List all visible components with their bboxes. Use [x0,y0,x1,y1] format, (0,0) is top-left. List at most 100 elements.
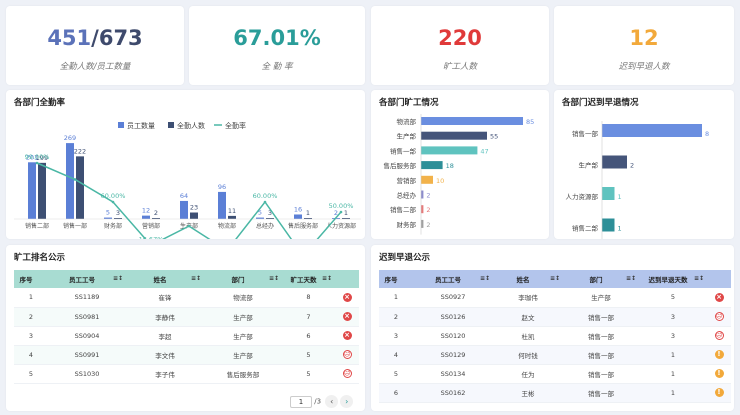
table-row[interactable]: 3 SS0904 李超 生产部 6 × [14,326,359,346]
col-header-name[interactable]: 姓名 ≡↕ [126,270,204,288]
table-cell: 销售一部 [563,383,639,403]
data-label-employees: 96 [218,183,226,191]
table-row[interactable]: 4 SS0991 李文伟 生产部 5 ☹ [14,345,359,365]
table-row[interactable]: 2 SS0126 赵文 销售一部 3 ☹ [379,307,731,327]
status-cell: ☹ [707,326,731,346]
table-cell: 1 [379,288,413,308]
sad-face-icon: ☹ [714,331,724,340]
table-row[interactable]: 2 SS0981 李静伟 生产部 7 × [14,307,359,327]
table-row[interactable]: 1 SS1189 崔锋 物流部 8 × [14,288,359,308]
data-label-employees: 64 [180,192,188,200]
table-row[interactable]: 5 SS0134 任为 销售一部 1! [379,364,731,384]
col-header-name[interactable]: 姓名 ≡↕ [493,270,563,288]
table-cell: 生产部 [204,307,282,327]
kpi-card-rate: 67.01% 全 勤 率 [189,6,365,85]
col-header-dept[interactable]: 部门 ≡↕ [563,270,639,288]
data-label-attendance: 23 [190,204,198,212]
col-header-days[interactable]: 旷工天数 ≡↕ [282,270,335,288]
page-input[interactable]: 1 [290,395,312,408]
data-label-employees: 16 [294,205,302,213]
bar-attendance [152,218,160,219]
absent-table-panel: 旷工排名公示 序号 员工工号 ≡↕ 姓名 ≡↕ 部门 ≡↕ 旷工天数 ≡↕ 1 SS118… [6,245,365,411]
col-header-label: 部门 [231,276,245,284]
kpi-label: 旷工人数 [442,62,477,72]
x-tick-label: 人力资源部 [326,222,356,230]
table-cell: 何时钱 [493,345,563,365]
table-row[interactable]: 1 SS0927 李珈伟 生产部 5 × [379,288,731,308]
col-header-label: 员工工号 [435,276,461,284]
prev-page-button[interactable]: ‹ [325,395,339,408]
y-tick-label: 生产部 [579,161,599,170]
status-cell: ! [707,364,731,384]
col-header-label: 序号 [19,276,33,284]
rate-label: 60.00% [253,192,278,200]
col-header-label: 旷工天数 [290,276,317,284]
bar-attendance [304,218,312,219]
sort-icon[interactable]: ≡↕ [625,275,636,282]
sort-icon[interactable]: ≡↕ [268,275,279,282]
dept-attendance-title: 各部门全勤率 [14,98,66,108]
data-label: 47 [480,147,488,155]
sad-face-icon: ☹ [342,369,352,378]
x-tick-label: 销售一部 [63,222,87,230]
data-label: 8 [705,130,709,138]
sort-icon[interactable]: ≡↕ [693,275,704,282]
table-row[interactable]: 3 SS0120 杜凯 销售一部 3 ☹ [379,326,731,346]
table-cell: SS1189 [48,288,126,308]
data-label-employees: 5 [106,209,110,217]
col-header-index[interactable]: 序号 [379,270,413,288]
sort-icon[interactable]: ≡↕ [479,275,490,282]
col-header-id[interactable]: 员工工号 ≡↕ [413,270,493,288]
error-icon: × [342,331,352,340]
table-cell: 任为 [493,364,563,384]
bar-employees [218,191,226,219]
col-header-days[interactable]: 迟到早退天数 ≡↕ [639,270,707,288]
status-cell: ☹ [707,307,731,327]
late-dept-panel: 各部门迟到早退情况 销售一部 8 生产部 2 人力资源部 1 销售二部 1 [554,90,734,239]
kpi-value: 451/673 [6,26,184,50]
data-label-employees: 269 [64,134,76,142]
sort-icon[interactable]: ≡↕ [190,275,201,282]
table-row[interactable]: 5 SS1030 李子伟 售后服务部 5 ☹ [14,364,359,384]
kpi-employee-count: /673 [91,26,143,50]
table-cell: 李珈伟 [493,288,563,308]
col-header-dept[interactable]: 部门 ≡↕ [204,270,282,288]
table-cell: 售后服务部 [204,364,282,384]
table-cell: 1 [639,364,707,384]
data-label: 1 [618,193,622,201]
data-label: 2 [630,162,634,170]
rate-label: 60.00% [101,192,126,200]
data-label: 18 [446,162,454,170]
absent-table-title: 旷工排名公示 [14,253,66,263]
sort-icon[interactable]: ≡↕ [321,275,332,282]
kpi-card-absent: 220 旷工人数 [371,6,549,85]
sort-icon[interactable]: ≡↕ [112,275,123,282]
status-cell: ! [707,345,731,365]
data-label: 85 [526,118,534,126]
absent-dept-title: 各部门旷工情况 [379,98,439,108]
table-cell: 5 [282,364,335,384]
col-header-label: 姓名 [516,276,530,284]
warning-icon: ! [714,388,724,397]
table-row[interactable]: 6 SS0162 王彬 销售一部 1! [379,383,731,403]
table-cell: 赵文 [493,307,563,327]
status-cell: ☹ [335,364,359,384]
col-header-id[interactable]: 员工工号 ≡↕ [48,270,126,288]
kpi-card-late: 12 迟到早退人数 [554,6,734,85]
table-cell: SS0126 [413,307,493,327]
table-cell: SS0120 [413,326,493,346]
next-page-button[interactable]: › [340,395,354,408]
y-tick-label: 人力资源部 [566,192,599,201]
data-label-attendance: 11 [228,207,236,215]
table-row[interactable]: 4 SS0129 何时钱 销售一部 1! [379,345,731,365]
table-cell: SS1030 [48,364,126,384]
table-cell: 生产部 [563,288,639,308]
kpi-card-attendance: 451/673 全勤人数/员工数量 [6,6,184,85]
col-header-index[interactable]: 序号 [14,270,48,288]
bar-employees [28,162,36,219]
sort-icon[interactable]: ≡↕ [549,275,560,282]
bar [602,124,702,137]
y-tick-label: 生产部 [397,132,417,141]
col-header-label: 姓名 [153,276,167,284]
